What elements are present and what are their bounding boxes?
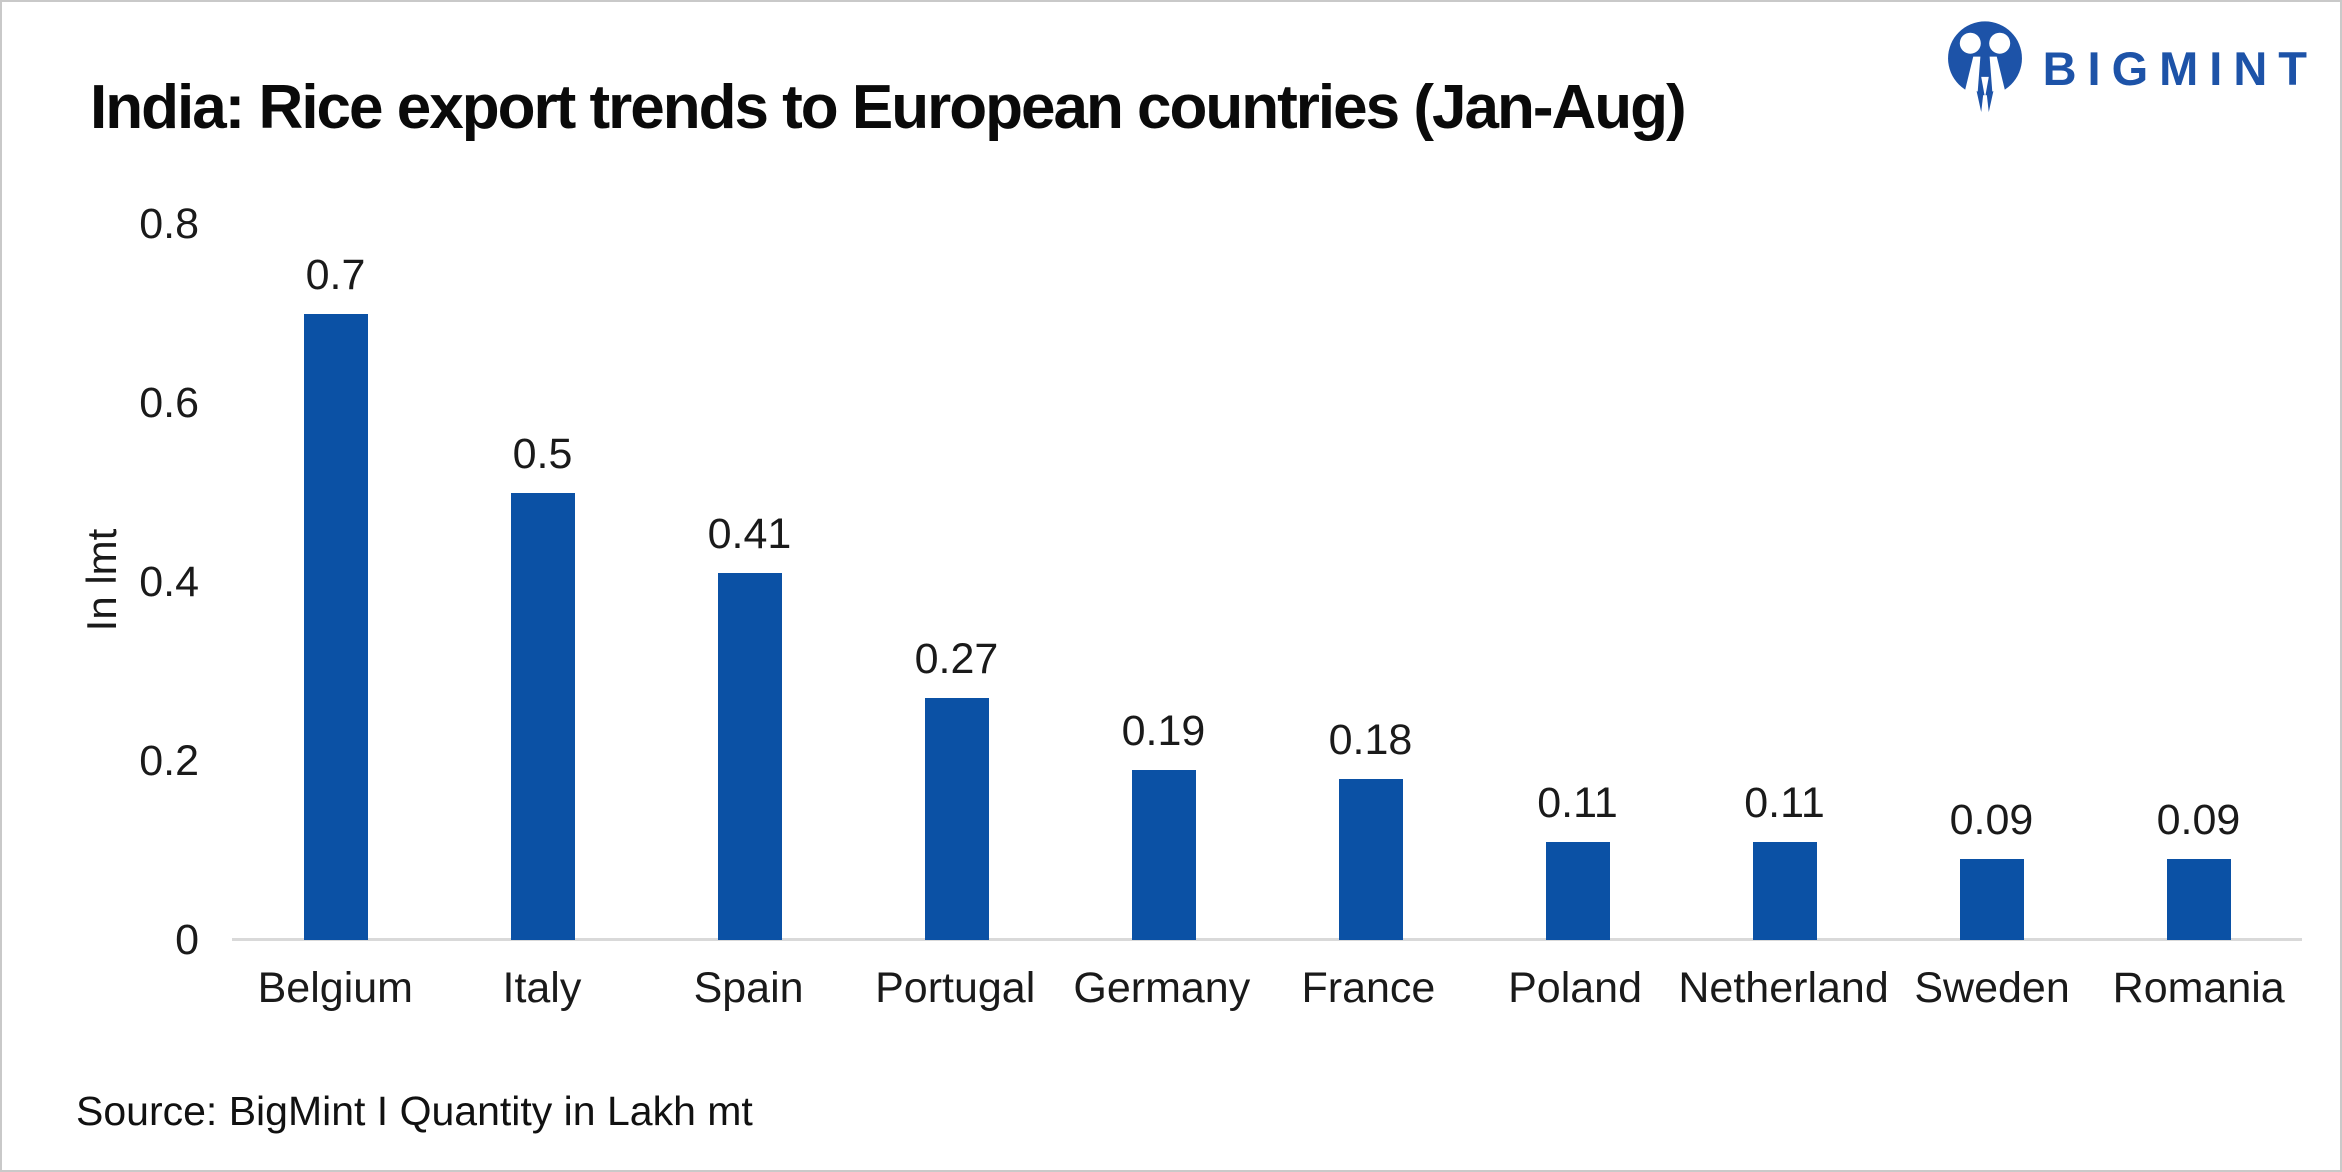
y-axis-tick-label: 0.6 [139, 379, 199, 427]
y-axis-tick-label: 0.8 [139, 200, 199, 248]
x-axis-category-label: Germany [1073, 964, 1251, 1012]
bar [1959, 859, 2024, 940]
x-axis-category-label: Poland [1508, 964, 1643, 1012]
bar-value-label: 0.5 [512, 429, 573, 478]
bar-slot: 0.27 [853, 635, 1060, 940]
bar-slot: 0.11 [1681, 779, 1888, 940]
bar-slot: 0.19 [1060, 707, 1267, 940]
y-axis-tick-label: 0.2 [139, 737, 199, 785]
bar-slot: 0.09 [2095, 796, 2302, 940]
bar [1545, 841, 1610, 940]
bar [1338, 778, 1403, 940]
bar [303, 313, 368, 940]
bar-value-label: 0.7 [305, 250, 366, 299]
y-axis-tick-label: 0.4 [139, 558, 199, 606]
bar [1752, 841, 1817, 940]
x-axis-category-label: France [1301, 964, 1436, 1012]
bar-value-label: 0.11 [1744, 778, 1825, 827]
bar [717, 573, 782, 940]
x-axis-category-label: Spain [693, 964, 804, 1012]
bar [924, 698, 989, 940]
x-axis-category-label: Italy [502, 964, 582, 1012]
bar-slot: 0.41 [646, 510, 853, 940]
bar [510, 492, 575, 940]
bar [1131, 769, 1196, 940]
x-axis-category-label: Sweden [1914, 964, 2070, 1012]
bar-value-label: 0.09 [2156, 796, 2241, 845]
x-axis-category-label: Belgium [257, 964, 413, 1012]
bar-slot: 0.7 [232, 250, 439, 940]
bar-value-label: 0.18 [1328, 715, 1413, 764]
bar-value-label: 0.41 [707, 510, 792, 559]
bar-slot: 0.11 [1474, 779, 1681, 940]
bigmint-logo-text: BIGMINT [2042, 41, 2318, 95]
chart-title: India: Rice export trends to European co… [90, 73, 1687, 142]
y-axis-tick-label: 0 [175, 916, 199, 964]
x-axis-line [232, 938, 2302, 941]
x-axis-category-labels: Belgium Italy Spain Portugal Germany France Po… [232, 964, 2302, 1013]
bar-slot: 0.18 [1267, 716, 1474, 940]
bar-value-label: 0.11 [1537, 778, 1618, 827]
bar [2166, 859, 2231, 940]
bar-slot: 0.5 [439, 429, 646, 940]
y-axis-ticks: 0.8 0.6 0.4 0.2 0 [2, 2, 207, 1170]
plot-area: 0.7 0.5 0.41 0.27 0.19 0.18 0.11 0.11 0.09 0.09 [232, 2, 2302, 940]
x-axis-category-label: Portugal [875, 964, 1036, 1012]
source-note: Source: BigMint I Quantity in Lakh mt [76, 1088, 753, 1134]
bar-value-label: 0.27 [914, 635, 999, 684]
bar-value-label: 0.09 [1949, 796, 2034, 845]
bar-slot: 0.09 [1888, 796, 2095, 940]
x-axis-category-label: Netherland [1678, 964, 1889, 1012]
x-axis-category-label: Romania [2112, 964, 2285, 1012]
bar-value-label: 0.19 [1121, 706, 1206, 755]
bigmint-logo: BIGMINT [1943, 18, 2318, 118]
bigmint-logo-icon [1947, 21, 2022, 113]
